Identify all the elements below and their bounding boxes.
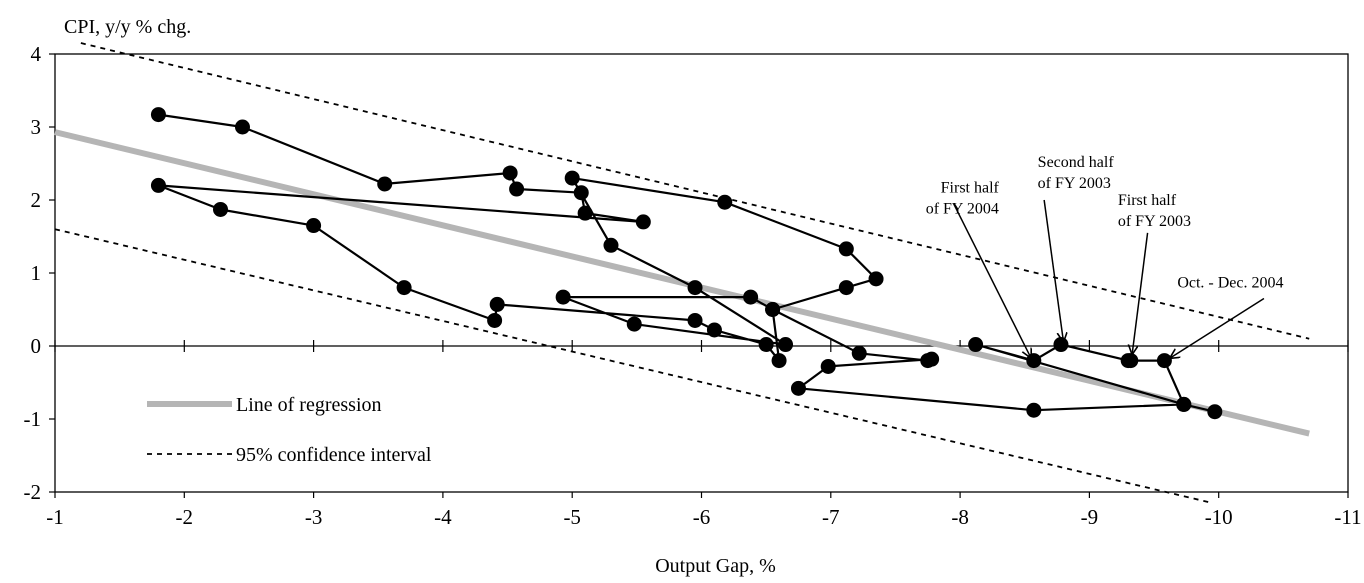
- data-point: [820, 358, 836, 374]
- data-point: [150, 107, 166, 123]
- data-point: [487, 312, 503, 328]
- y-tick-label: -1: [24, 407, 42, 431]
- data-point: [502, 165, 518, 181]
- data-point: [851, 345, 867, 361]
- y-tick-label: 1: [31, 261, 42, 285]
- annotation-arrow: [952, 203, 1032, 359]
- x-tick-label: -8: [951, 505, 969, 529]
- data-point: [577, 205, 593, 221]
- legend: Line of regression 95% confidence interva…: [147, 394, 432, 466]
- data-point: [564, 170, 580, 186]
- x-tick-label: -7: [822, 505, 840, 529]
- data-series: [150, 107, 1223, 420]
- regression-line: [54, 129, 1310, 437]
- x-axis-title: Output Gap, %: [655, 555, 776, 577]
- annotation-label: Second half: [1038, 154, 1115, 171]
- data-point: [1026, 402, 1042, 418]
- annotation-arrow: [1132, 232, 1149, 355]
- data-point: [771, 353, 787, 369]
- x-tick-label: -11: [1334, 505, 1361, 529]
- data-point: [377, 176, 393, 192]
- data-point: [1207, 404, 1223, 420]
- x-tick-label: -2: [176, 505, 194, 529]
- x-tick-label: -3: [305, 505, 323, 529]
- data-point: [968, 337, 984, 353]
- legend-confidence-label: 95% confidence interval: [236, 444, 432, 466]
- reference-lines: [54, 42, 1310, 504]
- x-tick-label: -6: [693, 505, 711, 529]
- x-tick-label: -1: [46, 505, 64, 529]
- y-tick-label: 3: [31, 115, 42, 139]
- annotation-label: First half: [941, 180, 1000, 197]
- data-point: [509, 181, 525, 197]
- data-point: [687, 312, 703, 328]
- y-tick-label: 0: [31, 334, 42, 358]
- x-tick-label: -5: [563, 505, 581, 529]
- data-point: [743, 289, 759, 305]
- data-point: [603, 237, 619, 253]
- data-point: [778, 337, 794, 353]
- annotation-arrow: [1043, 199, 1063, 342]
- data-point: [838, 280, 854, 296]
- x-tick-label: -10: [1205, 505, 1233, 529]
- data-point: [234, 119, 250, 135]
- data-point: [626, 316, 642, 332]
- data-point: [687, 280, 703, 296]
- y-tick-label: 2: [31, 188, 42, 212]
- data-point: [765, 302, 781, 317]
- annotation-label: of FY 2003: [1038, 175, 1111, 192]
- data-point: [1026, 353, 1042, 369]
- data-point: [1156, 353, 1172, 369]
- data-point: [213, 201, 229, 217]
- data-point: [1120, 353, 1136, 369]
- data-point: [717, 194, 733, 210]
- data-point: [758, 337, 774, 353]
- data-point: [555, 289, 571, 305]
- plot-frame: [54, 53, 1349, 493]
- annotation-label: of FY 2004: [926, 201, 999, 218]
- y-tick-label: 4: [31, 42, 42, 66]
- data-point: [396, 280, 412, 296]
- data-point: [635, 214, 651, 230]
- y-tick-label: -2: [24, 480, 42, 504]
- annotation-label: of FY 2003: [1118, 213, 1191, 230]
- data-point: [838, 241, 854, 257]
- confidence-upper-line: [80, 42, 1310, 340]
- x-tick-label: -9: [1081, 505, 1099, 529]
- data-point: [1053, 337, 1069, 353]
- x-tick-label: -4: [434, 505, 452, 529]
- series-line: [157, 113, 1216, 413]
- annotation-label: Oct. - Dec. 2004: [1177, 275, 1283, 292]
- confidence-lower-line: [54, 228, 1213, 504]
- data-point: [573, 185, 589, 201]
- annotation-label: First half: [1118, 192, 1177, 209]
- annotation-arrow: [1170, 297, 1265, 359]
- data-point: [306, 218, 322, 234]
- legend-regression-label: Line of regression: [236, 394, 382, 416]
- y-axis-title: CPI, y/y % chg.: [64, 16, 191, 38]
- data-point: [924, 351, 940, 367]
- data-point: [868, 271, 884, 287]
- data-point: [489, 296, 505, 312]
- data-point: [1176, 396, 1192, 412]
- annotations: First half of FY 2004 Second half of FY 200…: [926, 154, 1284, 358]
- data-point: [150, 177, 166, 193]
- data-point: [790, 380, 806, 396]
- data-point: [706, 322, 722, 338]
